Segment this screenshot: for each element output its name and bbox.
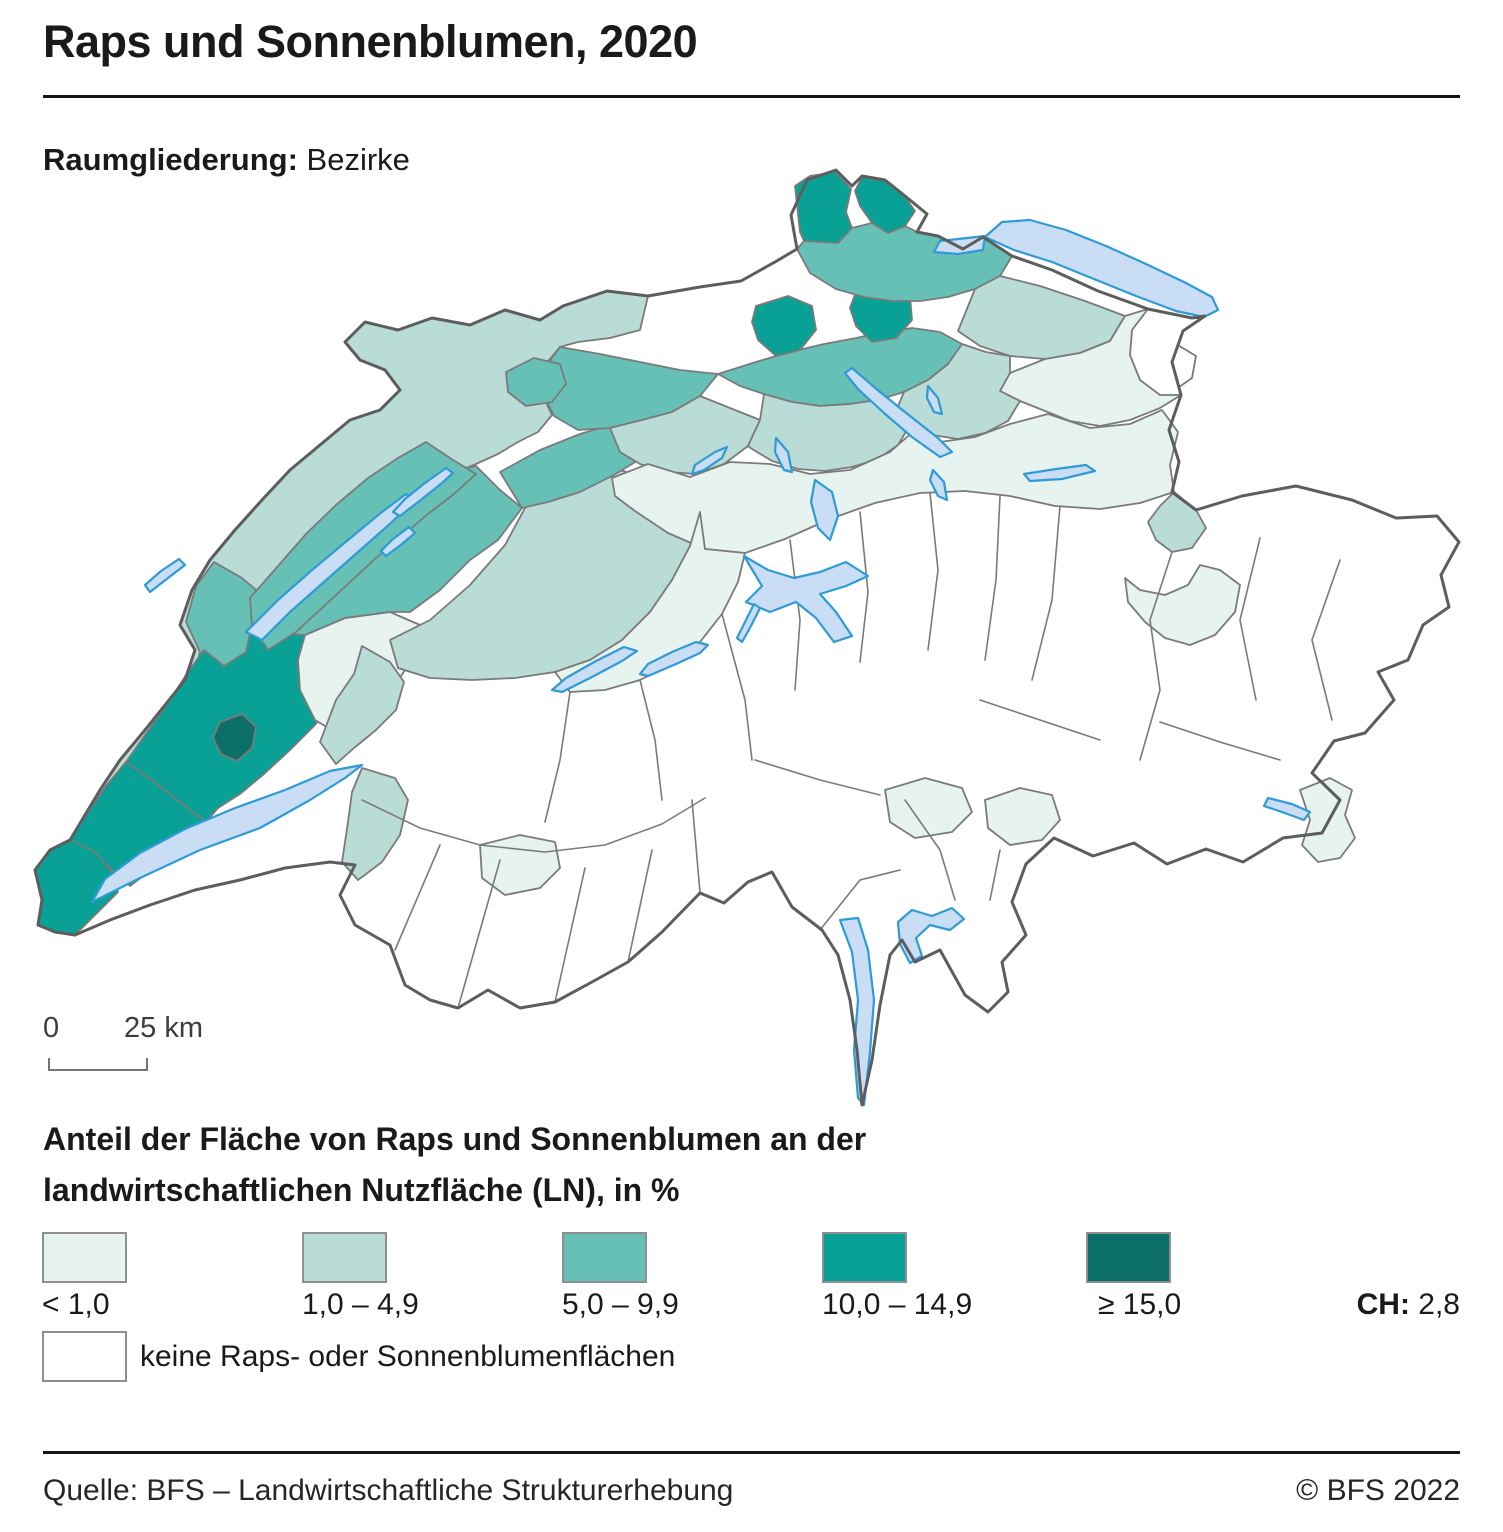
footer-divider: [43, 1451, 1460, 1454]
legend-title: Anteil der Fläche von Raps und Sonnenblu…: [43, 1114, 866, 1216]
lake-biel: [391, 466, 455, 518]
legend-label-nodata: keine Raps- oder Sonnenblumenflächen: [140, 1340, 676, 1373]
lake-sihlsee: [928, 468, 949, 502]
subtitle-value: Bezirke: [306, 142, 410, 177]
legend-label-class2: 1,0 – 4,9: [302, 1288, 419, 1321]
district: [212, 713, 257, 762]
lake-brienz: [638, 640, 710, 678]
lake-sempach: [690, 445, 729, 476]
legend-swatch-class2: [302, 1232, 387, 1283]
lake-maggiore: [838, 916, 876, 1107]
district: [884, 777, 973, 839]
lake-geneva: [90, 763, 364, 904]
scalebar: [48, 1058, 148, 1071]
lake-lucerne: [742, 554, 870, 644]
source-text: Quelle: BFS – Landwirtschaftliche Strukt…: [43, 1474, 734, 1507]
map-subtitle: Raumgliederung: Bezirke: [43, 142, 410, 178]
country-average: CH: 2,8: [1357, 1288, 1460, 1322]
lake-thun: [550, 645, 639, 694]
district-borders: [361, 492, 1341, 1009]
lake-murten: [379, 525, 417, 558]
lake-joux: [143, 557, 187, 594]
district: [984, 787, 1061, 846]
district: [1124, 564, 1241, 646]
lake-sarnen: [735, 602, 762, 644]
page-title: Raps und Sonnenblumen, 2020: [43, 16, 698, 67]
district: [505, 357, 567, 407]
scalebar-zero: 0: [43, 1012, 60, 1044]
subtitle-label: Raumgliederung:: [43, 142, 298, 177]
legend-swatch-class3: [562, 1232, 647, 1283]
country-border: [33, 168, 1461, 1107]
header-divider: [43, 95, 1460, 98]
lake-constance: [983, 218, 1220, 319]
district: [794, 171, 853, 246]
lake-walensee: [1022, 463, 1097, 483]
lake-sils: [1262, 796, 1312, 822]
legend-label-class4: 10,0 – 14,9: [822, 1288, 973, 1321]
legend-swatch-class5: [1086, 1232, 1171, 1283]
legend-label-class3: 5,0 – 9,9: [562, 1288, 679, 1321]
country-average-label: CH:: [1356, 1288, 1410, 1321]
copyright-text: © BFS 2022: [1296, 1474, 1460, 1507]
legend-swatch-class1: [42, 1232, 127, 1283]
legend-title-line2: landwirtschaftlichen Nutzfläche (LN), in…: [43, 1172, 680, 1208]
lake-zug: [809, 478, 840, 542]
lake-lugano: [896, 906, 966, 965]
lake-hallwil: [773, 436, 794, 474]
legend-title-line1: Anteil der Fläche von Raps und Sonnenblu…: [43, 1121, 867, 1157]
district: [341, 767, 409, 881]
district: [479, 834, 561, 896]
district: [554, 511, 746, 693]
scalebar-distance: 25 km: [124, 1012, 203, 1044]
country-average-value: 2,8: [1418, 1288, 1460, 1321]
district: [319, 645, 405, 765]
legend-swatch-nodata: [42, 1331, 127, 1382]
lake-zurich: [843, 366, 954, 459]
legend-label-class5: ≥ 15,0: [1098, 1288, 1182, 1321]
legend-label-class1: < 1,0: [42, 1288, 110, 1321]
lake-greifensee: [925, 384, 944, 416]
legend-swatch-class4: [822, 1232, 907, 1283]
district: [751, 295, 817, 357]
